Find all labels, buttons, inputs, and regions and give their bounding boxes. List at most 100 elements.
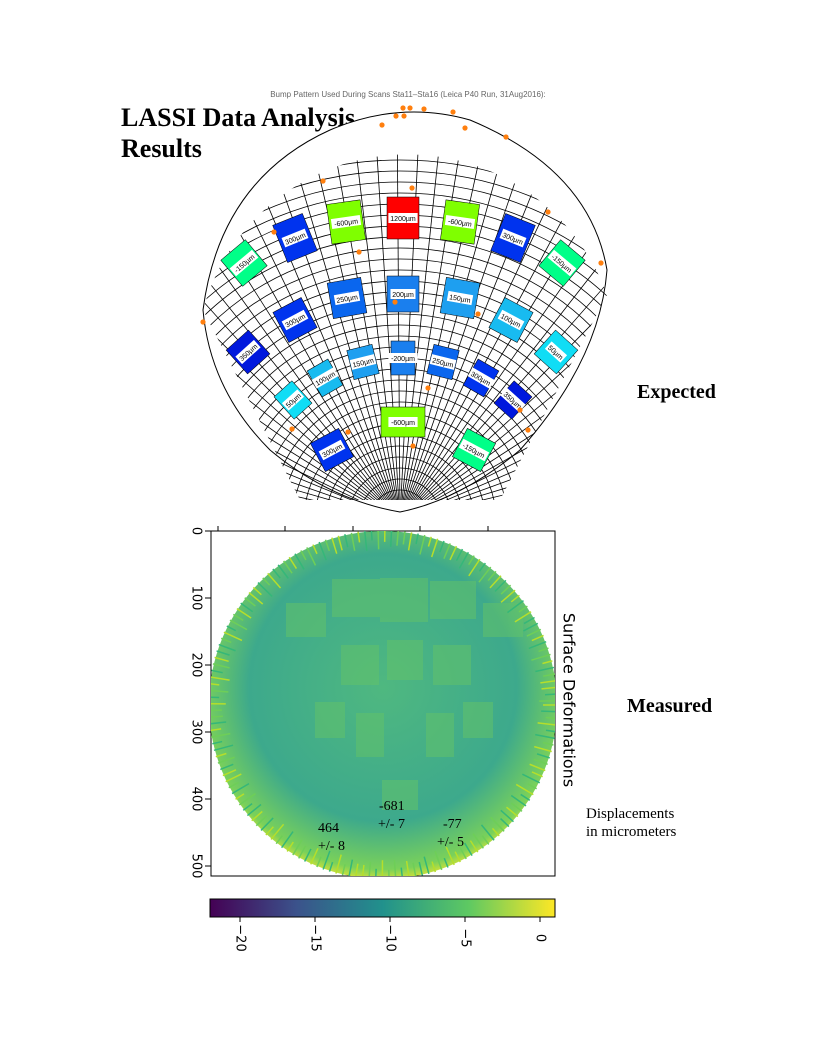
grid-ring [203,313,607,501]
rim-noise [324,539,331,552]
rim-noise [242,803,253,811]
rim-noise [506,806,519,818]
rim-noise [487,570,497,582]
marker-point [462,125,468,131]
rim-noise [310,848,319,865]
rim-noise [231,782,250,795]
grid-ring [203,159,607,501]
rim-noise [220,763,234,771]
bump-panel: 50µm [273,380,313,420]
rim-noise [430,538,439,558]
rim-noise [286,841,294,852]
grid-ring [270,390,530,501]
rim-noise [490,816,505,832]
rim-noise [277,564,289,579]
page-title: LASSI Data Analysis Results [121,102,355,164]
rim-noise [355,863,359,876]
units-note-line-1: Displacements [586,806,675,822]
rim-noise [510,802,523,812]
marker-point [503,134,509,140]
grid-spoke [348,154,401,501]
rim-noise [531,653,551,661]
rim-noise [216,650,230,656]
rim-noise [303,848,312,862]
rim-noise [427,536,432,547]
rim-noise [350,532,356,551]
rim-noise [211,669,223,674]
bump-panel: 300µm [272,297,318,343]
rim-noise [217,756,235,764]
rim-noise [535,666,555,673]
grid-spoke [399,154,446,501]
marker-point [356,249,362,255]
rim-noise [389,531,393,547]
rim-noise [300,550,307,561]
title-line-1: LASSI Data Analysis [121,103,356,132]
bump-label-bg [229,249,259,277]
rim-noise [322,850,331,870]
rim-noise [457,843,467,860]
rim-noise [228,781,240,789]
rim-noise [431,861,437,873]
bump-label-bg [429,354,457,370]
rim-noise [211,676,230,681]
rim-noise [544,693,555,696]
rim-noise [415,533,419,545]
bump-panel: 1200µm [386,196,420,240]
marker-point [421,106,427,112]
stat-right-error: +/- 5 [437,835,464,850]
rim-noise [541,710,555,713]
marker-point [289,426,295,432]
bump-panel: -150µm [220,239,268,287]
rim-noise [393,859,397,876]
grid-ring [215,335,585,501]
rim-noise [252,586,262,596]
grid-ring [204,324,596,501]
rim-noise [423,856,430,875]
bump-label: 150µm [449,294,472,305]
rim-noise [288,556,298,569]
marker-point [393,113,399,119]
rim-noise [418,861,424,876]
grid-ring [203,269,607,501]
grid-spoke [399,229,607,501]
rim-noise [272,568,281,579]
rim-noise [419,534,426,555]
rim-noise [478,566,492,583]
rim-noise [468,555,475,566]
axis-title: Surface Deformations [559,612,579,788]
bump-label-bg [500,387,526,413]
rim-noise [481,835,490,845]
rim-noise [377,531,380,550]
marker-point [320,178,326,184]
rim-noise [361,864,365,876]
marker-point [400,105,406,111]
colorbar-tick-label: −10 [383,924,398,951]
rim-noise [500,584,512,595]
bump-panel: 250µm [326,277,368,319]
colorbar-tick-label: 0 [533,934,548,942]
heat-panel [483,603,523,637]
stat-right: -77 +/- 5 [437,816,464,852]
rim-noise [500,589,516,603]
rim-noise [534,745,552,753]
rim-noise [236,608,252,619]
bump-panel: 250µm [426,343,460,381]
rim-noise [434,850,443,871]
rim-noise [316,856,322,868]
marker-point [392,299,398,305]
rim-noise [540,680,555,684]
bump-label-bg [311,367,339,389]
bump-label-bg [499,228,527,248]
rim-noise [510,594,520,603]
bump-label-bg [388,213,418,223]
y-tick-label: 0 [189,527,204,535]
rim-noise [222,769,237,777]
grid-spoke [203,355,401,501]
rim-noise [520,793,531,801]
heat-panel [332,579,384,617]
rim-noise [298,845,307,859]
heat-panel [463,702,493,738]
rim-noise [545,716,555,719]
marker-point [525,427,531,433]
